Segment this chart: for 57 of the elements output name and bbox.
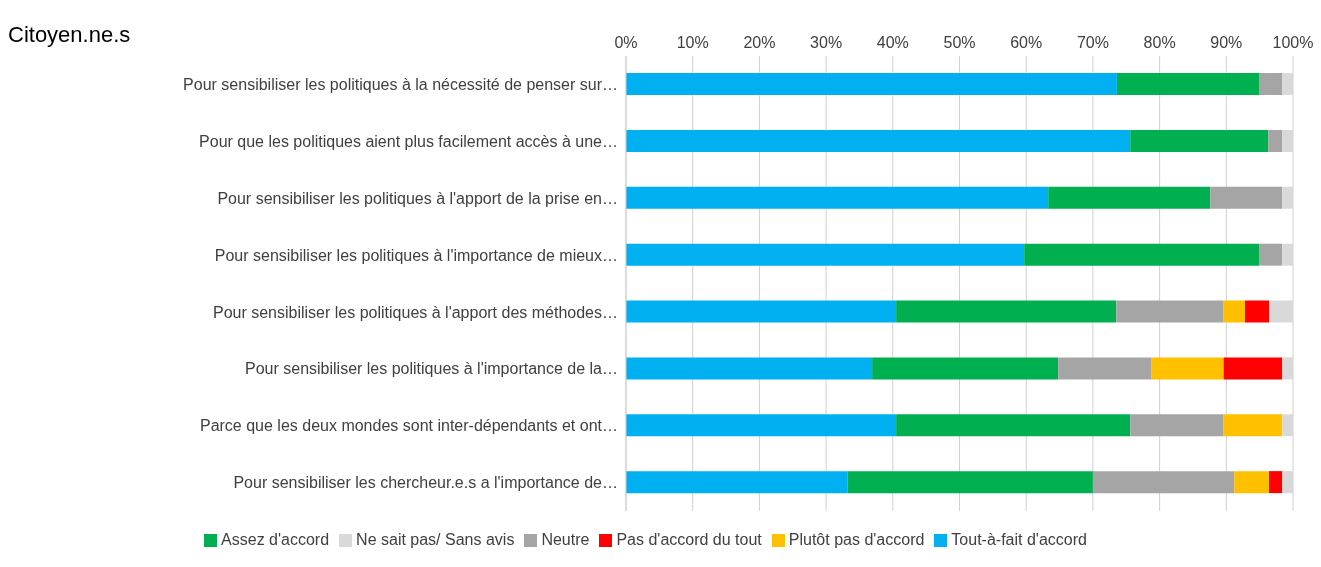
x-tick-label: 50% (943, 34, 976, 51)
bar (626, 300, 897, 323)
bar (1151, 357, 1224, 380)
bar (872, 357, 1059, 380)
legend-label: Pas d'accord du tout (616, 531, 762, 548)
bar (1210, 186, 1283, 209)
legend-label: Plutôt pas d'accord (788, 531, 925, 548)
y-tick-label: Pour sensibiliser les politiques à l'importance de mieux… (214, 246, 618, 264)
y-tick-label: Parce que les deux mondes sont inter-dépendants et ont… (199, 417, 618, 435)
bar (1268, 129, 1283, 152)
bar (1258, 243, 1283, 266)
bar (626, 471, 848, 494)
y-tick-label: Pour sensibiliser les politiques à l'apport de la prise en… (217, 189, 618, 207)
y-tick-label: Pour sensibiliser les chercheur.e.s a l'importance de… (233, 474, 618, 492)
x-tick-label: 100% (1272, 34, 1314, 51)
x-tick-label: 10% (676, 34, 709, 51)
bar (1024, 243, 1259, 266)
bar (1058, 357, 1152, 380)
x-tick-label: 90% (1210, 34, 1243, 51)
bar (1130, 414, 1224, 437)
bar (1223, 300, 1245, 323)
x-tick-label: 30% (810, 34, 843, 51)
bar (896, 414, 1131, 437)
bar (626, 414, 897, 437)
bar (1048, 186, 1211, 209)
bar (626, 243, 1025, 266)
x-tick-label: 80% (1143, 34, 1176, 51)
bar (896, 300, 1117, 323)
bar (1258, 73, 1283, 95)
x-tick-label: 0% (614, 34, 638, 51)
y-tick-label: Pour que les politiques aient plus facilement accès à une… (199, 132, 618, 150)
bar (1234, 471, 1269, 494)
legend-label: Ne sait pas/ Sans avis (356, 531, 515, 548)
bar (1223, 357, 1283, 380)
bar (626, 129, 1131, 152)
bar (626, 186, 1049, 209)
x-tick-label: 70% (1076, 34, 1109, 51)
bar (626, 73, 1117, 95)
bar (1244, 300, 1269, 323)
legend-label: Tout-à-fait d'accord (951, 531, 1087, 548)
y-tick-label: Pour sensibiliser les politiques à l'importance de la… (244, 360, 618, 378)
bar (626, 357, 873, 380)
x-tick-label: 60% (1010, 34, 1043, 51)
bar (1116, 73, 1259, 95)
x-tick-label: 40% (876, 34, 909, 51)
bar (1268, 471, 1283, 494)
legend-label: Assez d'accord (221, 531, 330, 548)
bar (1092, 471, 1235, 494)
bar (1116, 300, 1224, 323)
x-tick-label: 20% (743, 34, 776, 51)
bar (1223, 414, 1283, 437)
y-tick-label: Pour sensibiliser les politiques à l'apport des méthodes… (212, 303, 618, 321)
bar (847, 471, 1093, 494)
bar (1130, 129, 1269, 152)
text: Citoyen.ne.s (8, 22, 131, 48)
legend-label: Neutre (541, 531, 590, 548)
y-tick-label: Pour sensibiliser les politiques à la nécessité de penser sur… (183, 76, 618, 94)
